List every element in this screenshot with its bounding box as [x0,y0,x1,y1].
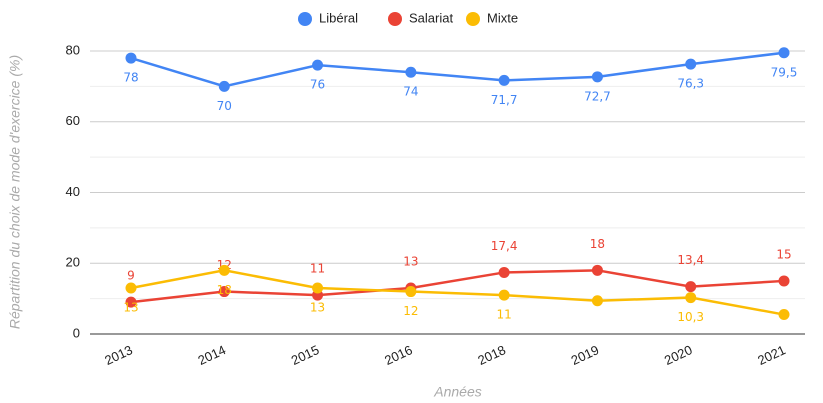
data-point [498,289,510,301]
y-tick-label: 60 [66,113,80,128]
y-tick-label: 40 [66,184,80,199]
data-point [778,275,790,287]
legend-label: Libéral [319,10,358,25]
data-point [591,295,603,307]
data-point [778,47,790,59]
data-point [405,66,417,78]
data-point [498,74,510,86]
x-tick-label: 2015 [289,342,322,368]
data-point [125,296,137,308]
x-tick-label: 2014 [196,342,229,368]
data-point [685,58,697,70]
data-label: 11 [310,262,325,276]
data-point [312,282,324,294]
data-point [218,264,230,276]
data-point [125,52,137,64]
series-line [130,269,785,304]
data-label: 11 [497,308,512,322]
data-label: 9 [127,269,135,283]
data-point [685,281,697,293]
data-point [218,286,230,298]
y-tick-label: 20 [66,255,80,270]
x-tick-label: 2013 [102,342,135,368]
data-point [591,71,603,83]
data-point [498,266,510,278]
data-point [405,286,417,298]
x-tick-label: 2019 [569,342,602,368]
data-label: 74 [403,85,418,99]
data-label: 18 [217,283,232,297]
data-point [312,59,324,71]
data-label: 10,3 [677,310,704,324]
data-label: 76,3 [677,77,704,91]
x-tick-label: 2020 [662,342,695,368]
x-tick-label: 2018 [475,342,508,368]
data-label: 13 [403,255,418,269]
data-point [218,80,230,92]
data-label: 72,7 [584,89,611,103]
x-tick-label: 2021 [755,342,788,368]
x-axis-title: Années [433,384,481,400]
legend-swatch [388,12,402,26]
series-line [130,269,785,316]
series-line [130,51,785,88]
y-tick-label: 0 [73,325,80,340]
y-tick-label: 80 [66,42,80,57]
data-point [125,282,137,294]
data-label: 17,4 [491,239,518,253]
data-label: 79,5 [771,65,798,79]
x-tick-label: 2016 [382,342,415,368]
legend-swatch [298,12,312,26]
data-label: 13 [123,301,138,315]
y-axis-title: Répartition du choix de mode d'exercice … [7,55,23,329]
data-label: 12 [403,304,418,318]
data-point [778,309,790,321]
legend-label: Salariat [409,10,453,25]
data-label: 76 [310,78,325,92]
data-label: 15 [776,247,791,261]
data-label: 13,4 [677,253,704,267]
data-label: 13 [310,301,325,315]
legend-label: Mixte [487,10,518,25]
data-label: 70 [217,99,232,113]
data-label: 78 [123,71,138,85]
data-point [591,264,603,276]
legend-swatch [466,12,480,26]
data-label: 18 [590,237,605,251]
data-point [685,292,697,304]
data-label: 71,7 [491,93,518,107]
